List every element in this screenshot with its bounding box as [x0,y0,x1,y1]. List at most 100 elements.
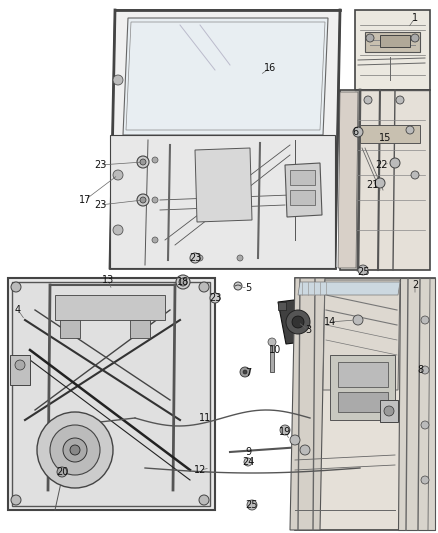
Bar [338,392,388,412]
Text: 25: 25 [357,267,369,277]
Text: 9: 9 [245,447,251,457]
Circle shape [375,178,385,188]
Polygon shape [285,163,322,217]
Circle shape [113,170,123,180]
Polygon shape [338,92,358,268]
Circle shape [421,366,429,374]
Bar [55,295,165,320]
Circle shape [152,157,158,163]
Circle shape [240,367,250,377]
Circle shape [286,310,310,334]
Bar [278,302,286,310]
Text: 23: 23 [94,160,106,170]
Circle shape [137,194,149,206]
Text: 7: 7 [245,368,251,378]
Text: 8: 8 [417,365,423,375]
Bar [380,35,410,47]
Bar [290,190,315,205]
Circle shape [234,282,242,290]
Circle shape [57,467,67,477]
Circle shape [411,171,419,179]
Circle shape [353,315,363,325]
Bar [130,320,150,338]
Polygon shape [398,278,435,530]
Bar [380,400,398,422]
Polygon shape [323,280,400,390]
Text: 23: 23 [189,253,201,263]
Circle shape [176,275,190,289]
Circle shape [390,158,400,168]
Circle shape [421,316,429,324]
Circle shape [268,338,276,346]
Circle shape [152,197,158,203]
Circle shape [140,159,146,165]
Bar [338,362,388,387]
Text: 25: 25 [246,500,258,510]
Circle shape [247,500,257,510]
Circle shape [280,425,290,435]
Text: 12: 12 [194,465,206,475]
Circle shape [11,495,21,505]
Polygon shape [123,18,328,135]
Circle shape [50,425,100,475]
Circle shape [140,197,146,203]
Polygon shape [110,135,335,268]
Circle shape [300,445,310,455]
Bar [10,355,30,385]
Polygon shape [355,10,430,90]
Circle shape [244,458,252,466]
Text: 18: 18 [177,277,189,287]
Text: 14: 14 [324,317,336,327]
Text: 4: 4 [15,305,21,315]
Circle shape [63,438,87,462]
Circle shape [421,476,429,484]
Circle shape [179,278,187,286]
Circle shape [290,435,300,445]
Text: 1: 1 [412,13,418,23]
Circle shape [152,237,158,243]
Text: 13: 13 [102,275,114,285]
Bar [290,170,315,185]
Circle shape [37,412,113,488]
Polygon shape [330,355,395,420]
Circle shape [113,75,123,85]
Circle shape [406,126,414,134]
Text: 21: 21 [366,180,378,190]
Text: 5: 5 [245,283,251,293]
Text: 16: 16 [264,63,276,73]
Polygon shape [195,148,252,222]
Text: 22: 22 [376,160,388,170]
Circle shape [11,282,21,292]
Text: 17: 17 [79,195,91,205]
Circle shape [199,495,209,505]
Circle shape [384,406,394,416]
Polygon shape [8,278,215,510]
Circle shape [70,445,80,455]
Polygon shape [278,298,318,344]
Polygon shape [295,278,435,530]
Polygon shape [12,282,210,506]
Text: 19: 19 [279,427,291,437]
Circle shape [366,34,374,42]
Text: 24: 24 [242,457,254,467]
Bar [270,342,274,372]
Text: 6: 6 [352,127,358,137]
Bar [360,125,420,143]
Bar [60,320,80,338]
Circle shape [210,293,220,303]
Circle shape [15,360,25,370]
Text: 23: 23 [94,200,106,210]
Circle shape [364,96,372,104]
Circle shape [292,316,304,328]
Text: 11: 11 [199,413,211,423]
Circle shape [243,370,247,374]
Polygon shape [290,278,325,530]
Circle shape [396,96,404,104]
Polygon shape [365,32,420,52]
Circle shape [358,265,368,275]
Circle shape [199,282,209,292]
Circle shape [411,34,419,42]
Polygon shape [298,282,400,295]
Circle shape [421,421,429,429]
Circle shape [353,127,363,137]
